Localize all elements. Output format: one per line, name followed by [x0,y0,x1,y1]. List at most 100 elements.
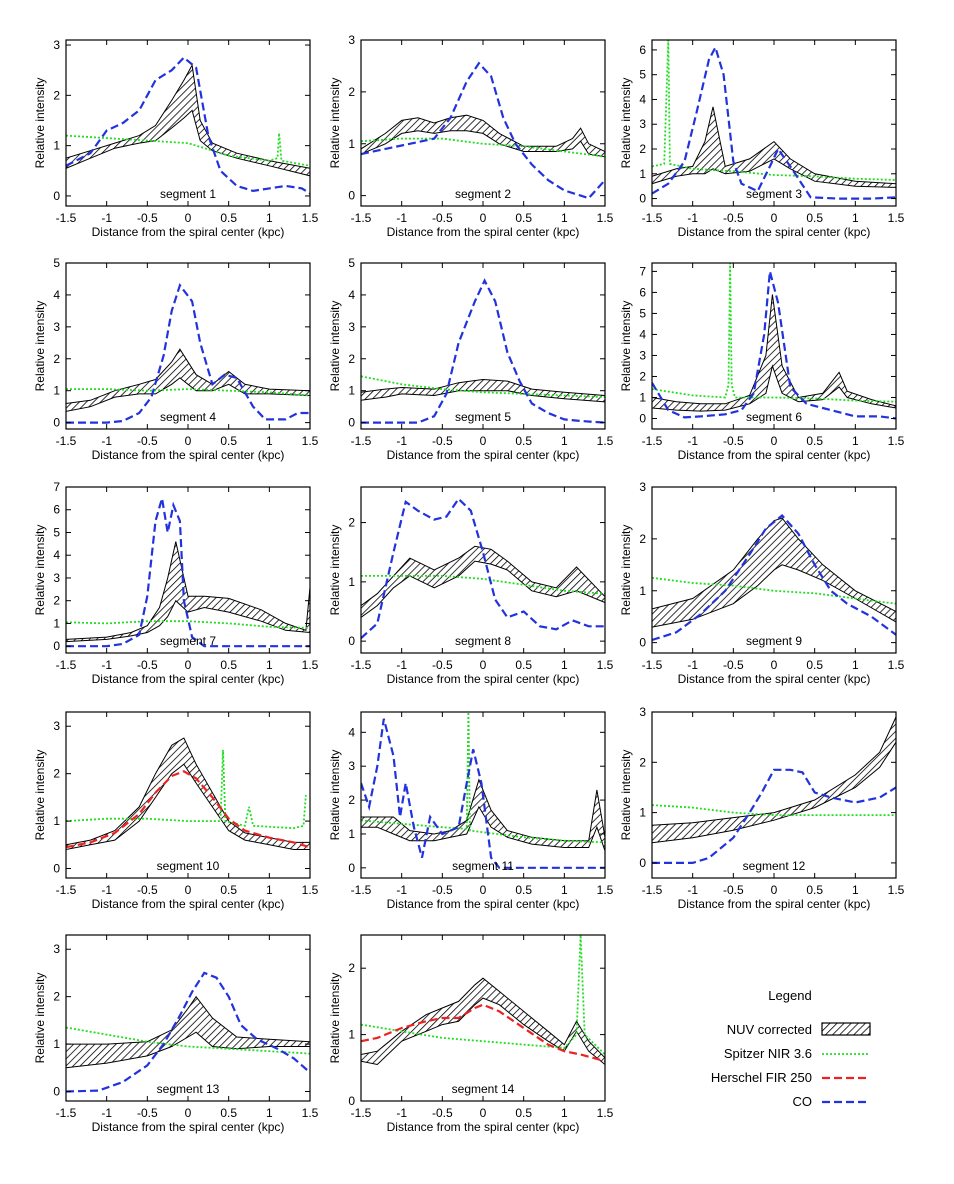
co-line [66,56,310,195]
x-tick-label: 0.5 [806,883,823,897]
x-tick-label: 0.5 [515,434,532,448]
y-axis-label: Relative intensity [33,525,47,616]
x-tick-label: 1.5 [888,211,905,225]
x-axis-label: Distance from the spiral center (kpc) [678,672,871,686]
panel-3: -1.5 -1 -0.5 0 0.5 1 1.5 0 1 2 3 4 5 6 Distance from t… [619,39,905,239]
y-tick-label: 2 [53,767,60,781]
nir-line [652,804,896,816]
x-tick-label: -1.5 [56,883,77,897]
y-tick-label: 3 [53,719,60,733]
y-tick-label: 1 [348,575,355,589]
legend-swatch [821,1022,871,1036]
x-tick-label: -1.5 [351,1106,372,1120]
plot-frame [360,262,606,430]
x-tick-label: -0.5 [137,211,158,225]
x-tick-label: -0.5 [432,434,453,448]
y-tick-label: 0 [639,192,646,206]
plot-area [361,278,605,424]
y-tick-label: 0 [639,411,646,425]
nuv-band [66,995,310,1069]
y-tick-label: 3 [639,348,646,362]
co-line [361,61,605,200]
x-tick-label: 1.5 [888,434,905,448]
y-tick-label: 4 [639,327,646,341]
y-tick-label: 6 [639,285,646,299]
y-tick-label: 4 [348,725,355,739]
co-line [361,278,605,424]
nir-line [652,576,896,605]
nuv-band [361,114,605,158]
y-axis-label: Relative intensity [33,750,47,841]
y-tick-label: 5 [639,68,646,82]
legend-entry: CO [793,1094,870,1109]
nir-line [66,1026,310,1055]
plot-frame [360,934,606,1102]
x-tick-label: -1.5 [351,211,372,225]
x-tick-label: -0.5 [432,883,453,897]
y-tick-label: 3 [53,320,60,334]
y-tick-label: 3 [348,320,355,334]
y-tick-label: 6 [639,43,646,57]
x-tick-label: 0.5 [220,883,237,897]
legend-label: Herschel FIR 250 [711,1070,812,1085]
plot-area [66,498,310,648]
y-tick-label: 4 [639,92,646,106]
nuv-band [66,348,310,412]
x-axis-label: Distance from the spiral center (kpc) [678,897,871,911]
segment-label: segment 7 [160,634,216,648]
y-tick-label: 7 [639,264,646,278]
nuv-band [66,541,310,643]
x-tick-label: 1 [266,211,273,225]
x-tick-label: -1 [101,658,112,672]
y-tick-label: 2 [348,85,355,99]
x-tick-label: -1.5 [351,434,372,448]
nir-line [361,137,605,158]
x-tick-label: -1 [396,658,407,672]
y-tick-label: 3 [53,942,60,956]
plot-area [361,497,605,640]
y-tick-label: 1 [53,814,60,828]
plot-frame [65,711,311,879]
x-tick-label: 1.5 [302,434,319,448]
x-tick-label: 1.5 [888,883,905,897]
nir-line [361,375,605,398]
co-line [361,718,605,869]
plot-frame [65,39,311,207]
y-tick-label: 2 [348,516,355,530]
co-line [66,498,310,648]
x-tick-label: -0.5 [432,1106,453,1120]
x-tick-label: 1.5 [302,1106,319,1120]
x-tick-label: 1.5 [302,883,319,897]
y-tick-label: 1 [348,827,355,841]
x-tick-label: 1.5 [597,658,614,672]
x-tick-label: 1 [266,883,273,897]
y-tick-label: 1 [53,1037,60,1051]
y-tick-label: 0 [348,861,355,875]
x-tick-label: 0.5 [806,658,823,672]
x-tick-label: -1 [101,211,112,225]
x-tick-label: 1 [852,883,859,897]
y-tick-label: 1 [53,384,60,398]
x-tick-label: 0.5 [515,1106,532,1120]
y-tick-label: 2 [53,990,60,1004]
x-tick-label: -1 [101,434,112,448]
y-axis-label: Relative intensity [328,973,342,1064]
x-tick-label: 0 [771,658,778,672]
plot-frame [360,486,606,654]
x-tick-label: 1 [561,883,568,897]
x-tick-label: 0 [771,883,778,897]
plot-area [66,971,310,1093]
x-tick-label: -0.5 [723,434,744,448]
x-tick-label: -0.5 [723,658,744,672]
y-tick-label: 3 [639,705,646,719]
panel-12: -1.5 -1 -0.5 0 0.5 1 1.5 0 1 2 3 Distance from the … [619,705,905,911]
plot-area [361,61,605,200]
panel-13: -1.5 -1 -0.5 0 0.5 1 1.5 0 1 2 3 Distance from the … [33,934,319,1134]
nir-line [66,133,310,167]
x-tick-label: 0 [771,434,778,448]
x-tick-label: -1 [396,883,407,897]
x-tick-label: 1 [266,658,273,672]
y-tick-label: 0 [348,634,355,648]
y-tick-label: 1 [639,390,646,404]
x-tick-label: -0.5 [432,658,453,672]
